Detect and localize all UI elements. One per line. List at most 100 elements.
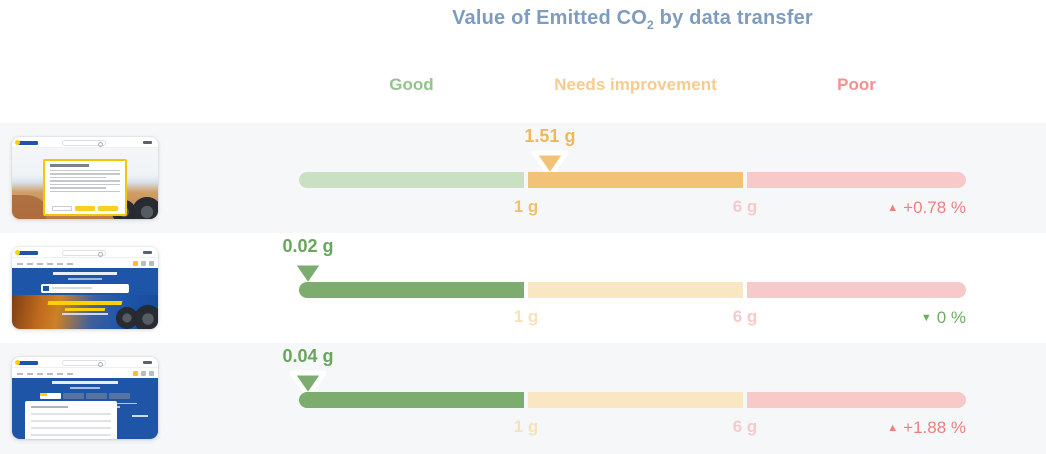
page-thumbnail-homepage[interactable] <box>12 247 158 329</box>
segment-poor <box>747 282 966 298</box>
threshold-label-1g: 1 g <box>513 307 539 326</box>
list-item-line <box>31 413 111 415</box>
slogan-line <box>47 301 123 305</box>
trend-arrow-icon: ▲ <box>887 422 899 434</box>
results-heading-line <box>52 381 118 384</box>
thumb-search-bar <box>62 250 106 257</box>
tab <box>86 392 107 399</box>
blue-hero-section <box>12 268 158 295</box>
nav-links <box>17 263 73 265</box>
change-indicator: ▲ +1.88 % <box>887 418 966 438</box>
zone-header-needs-improvement: Needs improvement <box>554 75 717 94</box>
segment-needs-improvement <box>528 282 743 298</box>
gauge-marker-icon <box>289 260 327 289</box>
results-list-panel <box>25 401 117 439</box>
page-row-3: 0.04 g 1 g 6 g ▲ +1.88 % <box>0 343 1046 454</box>
change-indicator: ▲ +0.78 % <box>887 198 966 218</box>
thumb-menu-icon <box>143 141 152 144</box>
dealer-icon <box>141 371 146 376</box>
page-thumbnail-cookie-consent[interactable] <box>12 137 158 219</box>
results-tabs <box>40 392 130 399</box>
results-links-line <box>70 386 100 389</box>
list-item-line <box>31 427 111 429</box>
hero-heading-line <box>53 272 117 275</box>
thumb-nav-bar <box>12 369 158 378</box>
threshold-label-1g: 1 g <box>513 417 539 436</box>
chart-header: Value of Emitted CO2 by data transfer Go… <box>0 0 1046 123</box>
tab-active <box>40 392 61 399</box>
co2-gauge: 1.51 g 1 g 6 g ▲ +0.78 % <box>299 123 966 233</box>
thumb-browser-header <box>12 357 158 368</box>
zone-header-good: Good <box>389 75 434 94</box>
title-suffix: by data transfer <box>653 7 813 29</box>
segment-needs-improvement <box>528 172 743 188</box>
tire-image <box>132 197 158 219</box>
segment-needs-improvement <box>528 392 743 408</box>
gauge-bar <box>299 392 966 408</box>
tire-image <box>116 307 138 329</box>
nav-icons <box>133 371 154 376</box>
performance-banner-image <box>12 295 158 329</box>
page-row-1: 1.51 g 1 g 6 g ▲ +0.78 % <box>0 123 1046 233</box>
dialog-text-line <box>50 190 120 192</box>
zone-headers: Good Needs improvement Poor <box>299 75 966 95</box>
slogan-line <box>64 307 106 310</box>
michelin-logo-icon <box>15 140 38 145</box>
co2-value-label: 0.02 g <box>282 236 334 256</box>
segment-good <box>299 282 524 298</box>
tire-image <box>134 305 158 329</box>
page-title: Value of Emitted CO2 by data transfer <box>299 7 966 32</box>
gauge-bar <box>299 172 966 188</box>
dialog-buttons <box>50 206 120 211</box>
change-value: 0 % <box>936 308 966 327</box>
dialog-settings-button <box>75 206 95 211</box>
co2-gauge: 0.02 g 1 g 6 g ▼ 0 % <box>282 233 966 343</box>
thumb-nav-bar <box>12 259 158 268</box>
dialog-text-line <box>50 180 120 182</box>
thumb-search-bar <box>62 360 106 367</box>
page-row-2: 0.02 g 1 g 6 g ▼ 0 % <box>0 233 1046 343</box>
dialog-decline-button <box>52 206 72 211</box>
dealer-icon <box>141 261 146 266</box>
cart-icon <box>149 371 154 376</box>
nav-icons <box>133 261 154 266</box>
tab <box>63 392 84 399</box>
page-thumbnail-results-page[interactable] <box>12 357 158 439</box>
co2-gauge: 0.04 g 1 g 6 g ▲ +1.88 % <box>282 343 966 454</box>
list-item-line <box>31 420 111 422</box>
michelin-logo-icon <box>15 250 38 255</box>
title-prefix: Value of Emitted CO <box>452 7 648 29</box>
co2-value-label: 1.51 g <box>524 126 576 146</box>
change-value: +1.88 % <box>903 418 966 437</box>
list-header-line <box>31 406 68 408</box>
thumb-menu-icon <box>143 361 152 364</box>
thumb-browser-header <box>12 247 158 258</box>
cookie-consent-dialog <box>43 159 127 216</box>
dialog-text-line <box>50 183 120 185</box>
rock-shape <box>12 195 46 219</box>
threshold-label-6g: 6 g <box>732 417 758 436</box>
nav-links <box>17 373 73 375</box>
dialog-accept-button <box>98 206 118 211</box>
dialog-text-line <box>50 176 106 178</box>
cart-icon <box>149 261 154 266</box>
dialog-text-line <box>50 169 120 171</box>
segment-poor <box>747 172 966 188</box>
gauge-bar <box>299 282 966 298</box>
title-subscript: 2 <box>647 18 654 32</box>
gauge-marker-icon <box>289 370 327 399</box>
co2-value-label: 0.04 g <box>282 346 334 366</box>
list-item-line <box>31 434 111 436</box>
account-icon <box>133 371 138 376</box>
segment-good <box>299 392 524 408</box>
trend-arrow-icon: ▼ <box>920 312 932 324</box>
michelin-logo-icon <box>15 360 38 365</box>
thumb-search-bar <box>62 140 106 147</box>
segment-poor <box>747 392 966 408</box>
account-icon <box>133 261 138 266</box>
tire-search-input <box>41 283 129 293</box>
dialog-text-line <box>50 187 106 189</box>
threshold-label-1g: 1 g <box>513 197 539 216</box>
slogan-subline <box>62 313 108 315</box>
